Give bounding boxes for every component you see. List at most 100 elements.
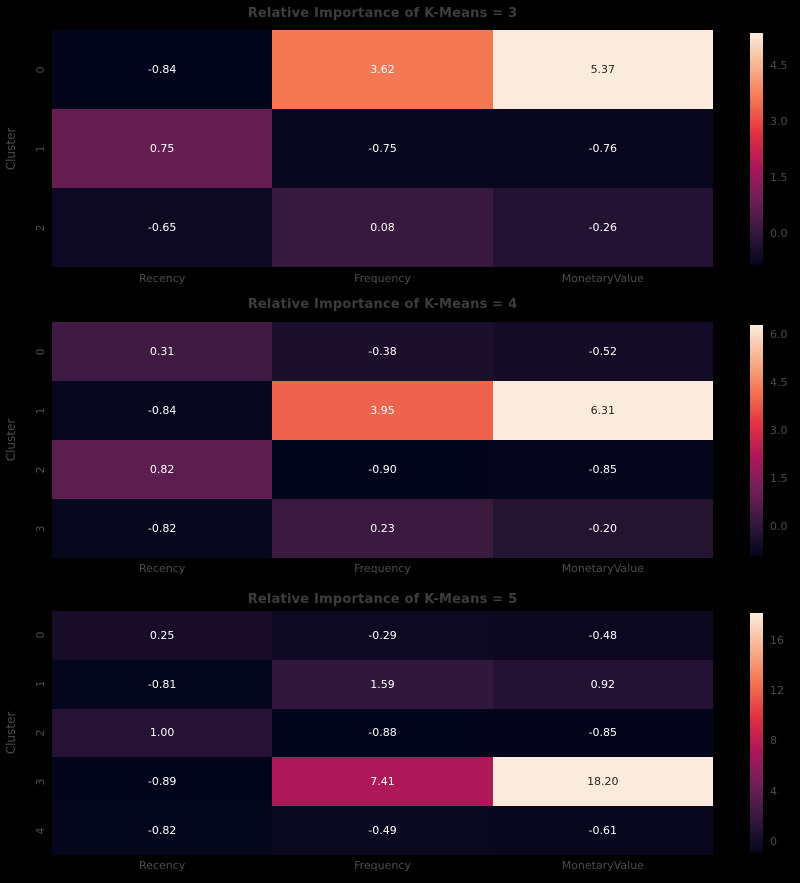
heatmap-cell: -0.29: [272, 611, 493, 660]
row-tick-label: 1: [33, 407, 47, 414]
colorbar-tick-label: 4.5: [770, 58, 788, 72]
colorbar: [750, 613, 763, 853]
y-axis-label: Cluster: [4, 418, 18, 462]
heatmap-cell: 3.62: [272, 30, 493, 109]
row-tick-label: 0: [33, 348, 47, 355]
cell-value: 7.41: [370, 775, 395, 789]
heatmap-cell: 7.41: [272, 757, 493, 807]
cell-value: 5.37: [590, 63, 616, 76]
column-tick-label: MonetaryValue: [561, 272, 644, 285]
cell-value: -0.48: [588, 628, 618, 642]
colorbar-tick-label: 0.0: [770, 226, 788, 240]
cell-value: 18.20: [587, 775, 619, 789]
heatmap-cell: 0.92: [492, 659, 713, 709]
heatmap-cell: 0.82: [52, 440, 273, 499]
heatmap-cell: -0.82: [52, 806, 273, 855]
colorbar-tick-label: 1.5: [770, 472, 788, 486]
column-tick-label: Recency: [139, 562, 186, 575]
row-tick-label: 2: [33, 729, 47, 737]
row-tick-label: 3: [33, 778, 47, 786]
heatmap-cell: 0.31: [52, 322, 273, 381]
colorbar-tick-label: 16: [770, 633, 784, 647]
heatmap-cell: -0.52: [492, 322, 713, 381]
cell-value: 3.95: [370, 404, 395, 417]
heatmap-cell: -0.85: [492, 708, 713, 758]
cell-value: -0.82: [147, 824, 177, 838]
cell-value: 0.08: [370, 221, 395, 234]
column-tick-label: Frequency: [354, 859, 411, 872]
heatmap-title: Relative Importance of K-Means = 4: [247, 297, 518, 312]
row-tick-label: 2: [33, 466, 47, 473]
heatmap-cell: 0.23: [272, 499, 493, 558]
cell-value: 0.75: [149, 142, 175, 155]
colorbar-tick-label: 0.0: [770, 520, 788, 534]
y-axis-label: Cluster: [4, 127, 18, 170]
heatmap-cell: 0.25: [52, 611, 273, 660]
heatmap-cell: -0.84: [52, 381, 273, 440]
colorbar: [750, 325, 763, 556]
cell-value: 6.31: [590, 404, 616, 417]
heatmap-cell: 1.00: [52, 708, 273, 758]
row-tick-label: 1: [33, 680, 47, 688]
cell-value: -0.26: [588, 221, 618, 234]
colorbar-tick-label: 0: [770, 834, 777, 848]
heatmap-grid: 0.25 -0.29 -0.48 -0.81 1.59 0.92 1.00 -0.88 -0.8…: [52, 611, 713, 855]
cell-value: 0.82: [149, 463, 175, 476]
heatmap-cell: -0.81: [52, 659, 273, 709]
cell-value: -0.52: [588, 345, 618, 358]
cell-value: -0.65: [147, 221, 177, 234]
colorbar-tick-label: 3.0: [770, 114, 788, 128]
colorbar-tick-label: 4: [770, 784, 777, 798]
heatmap-cell: -0.89: [52, 757, 273, 807]
heatmap-title: Relative Importance of K-Means = 5: [247, 592, 518, 607]
column-tick-label: Recency: [139, 859, 186, 872]
heatmap-cell: -0.88: [272, 708, 493, 758]
row-tick-label: 2: [33, 224, 47, 231]
row-tick-label: 0: [33, 631, 47, 639]
heatmap-cell: 3.95: [272, 381, 493, 440]
cell-value: -0.76: [588, 142, 618, 155]
row-tick-label: 1: [33, 145, 47, 152]
heatmap-cell: -0.84: [52, 30, 273, 109]
heatmap-cell: -0.26: [492, 188, 713, 267]
cell-value: -0.84: [147, 404, 177, 417]
colorbar: [750, 33, 763, 265]
heatmap-cell: -0.76: [492, 109, 713, 188]
colorbar-tick-label: 3.0: [770, 424, 788, 438]
cell-value: -0.85: [588, 726, 618, 740]
colorbar-tick-label: 8: [770, 734, 777, 748]
heatmap-cell: 1.59: [272, 659, 493, 709]
column-tick-label: Frequency: [354, 562, 411, 575]
cell-value: 0.23: [370, 522, 395, 535]
heatmap-cell: 0.08: [272, 188, 493, 267]
heatmap-cell: -0.48: [492, 611, 713, 660]
heatmap-cell: 5.37: [492, 30, 713, 109]
cell-value: -0.49: [368, 824, 397, 838]
heatmap-cell: -0.65: [52, 188, 273, 267]
cell-value: -0.89: [147, 775, 177, 789]
cell-value: 0.25: [149, 628, 175, 642]
cell-value: -0.90: [368, 463, 397, 476]
cell-value: -0.85: [588, 463, 618, 476]
heatmap-cell: -0.20: [492, 499, 713, 558]
heatmap-grid: 0.31 -0.38 -0.52 -0.84 3.95 6.31 0.82 -0.90 -0.8…: [52, 322, 713, 558]
cell-value: -0.88: [368, 726, 397, 740]
row-tick-label: 3: [33, 525, 47, 532]
heatmap-cell: 18.20: [492, 757, 713, 807]
cell-value: -0.84: [147, 63, 177, 76]
cell-value: -0.81: [147, 677, 177, 691]
column-tick-label: MonetaryValue: [561, 562, 644, 575]
heatmap-grid: -0.84 3.62 5.37 0.75 -0.75 -0.76 -0.65 0.08 -0.2…: [52, 30, 713, 267]
colorbar-tick-label: 12: [770, 683, 784, 697]
heatmap-cell: 6.31: [492, 381, 713, 440]
heatmap-cell: 0.75: [52, 109, 273, 188]
cell-value: -0.75: [368, 142, 397, 155]
cell-value: 0.92: [590, 677, 616, 691]
heatmap-cell: -0.49: [272, 806, 493, 855]
colorbar-tick-label: 4.5: [770, 375, 788, 389]
column-tick-label: Frequency: [354, 272, 411, 285]
heatmap-cell: -0.85: [492, 440, 713, 499]
cell-value: -0.29: [368, 628, 397, 642]
cell-value: 1.00: [149, 726, 175, 740]
